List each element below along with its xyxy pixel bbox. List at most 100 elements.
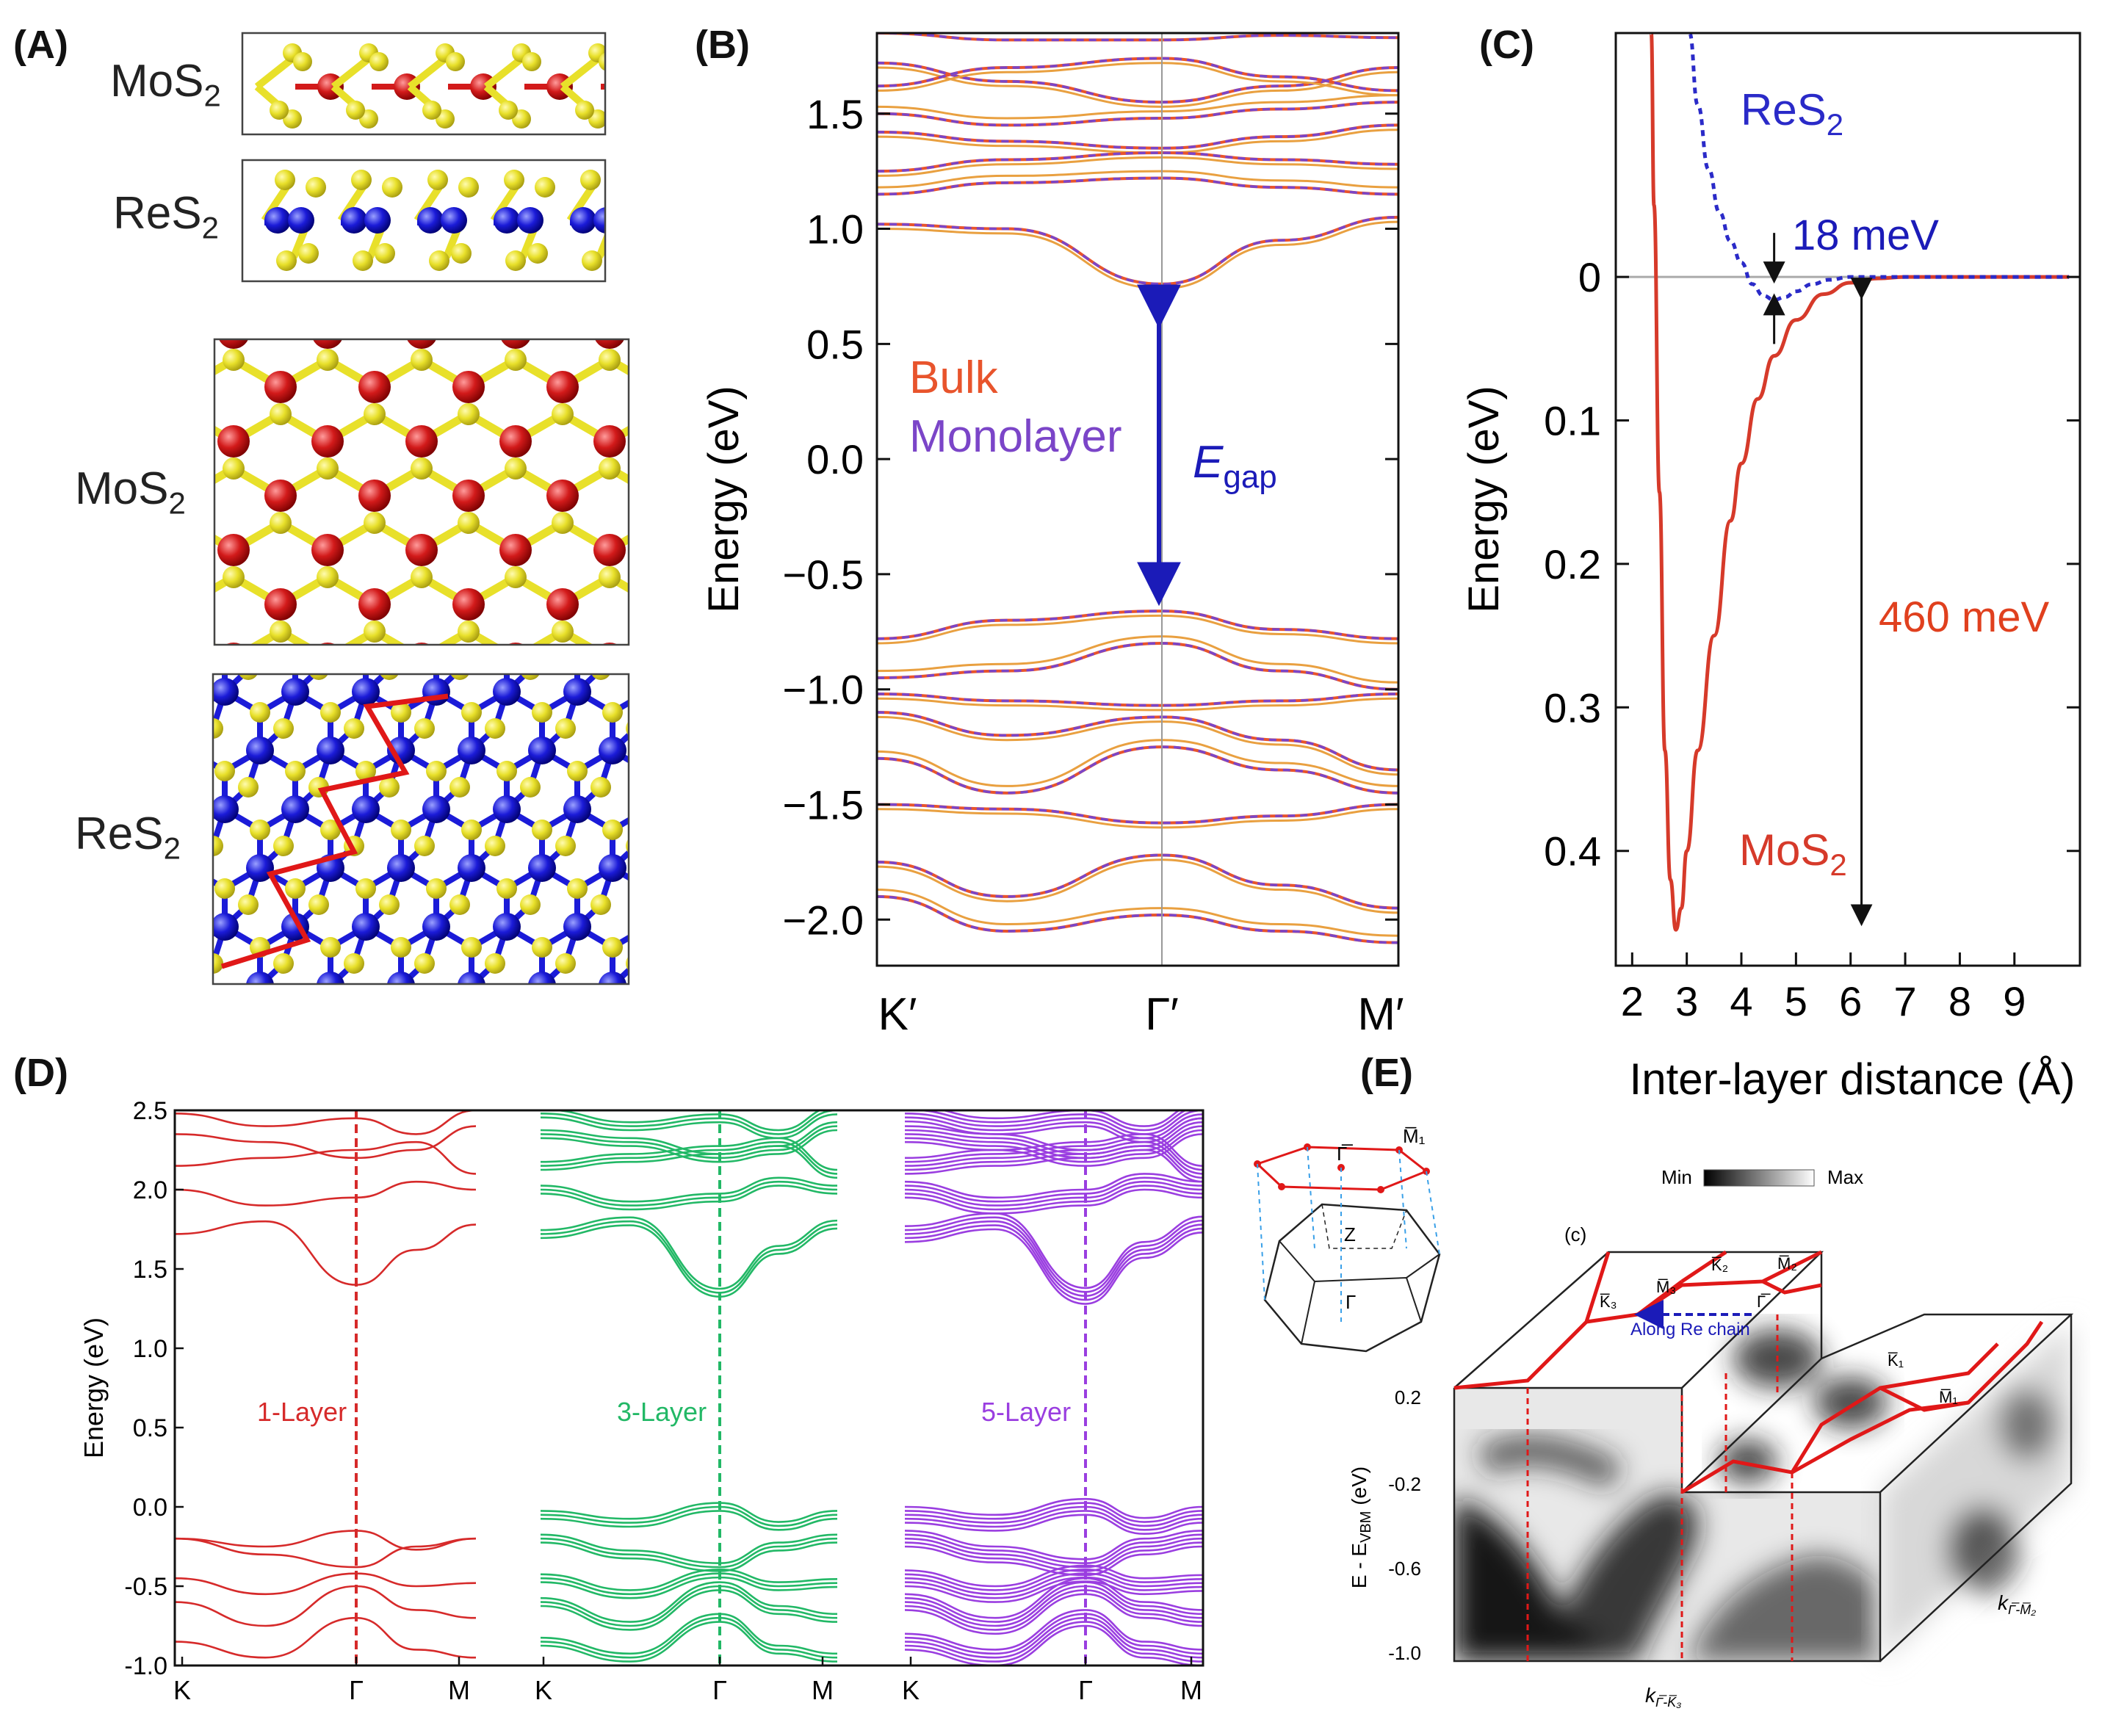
bz-m1-label: M̅₁ (1403, 1125, 1426, 1147)
bond (295, 1044, 331, 1065)
bulk-band-split-13 (877, 808, 1398, 829)
y-tick-label: 1.0 (133, 1335, 167, 1363)
s-atom (552, 621, 574, 643)
5-Layer-band-1 (904, 1188, 1203, 1215)
mos2-side-view (254, 43, 605, 129)
mo-atom (452, 371, 485, 403)
5-Layer-band-0 (904, 1228, 1203, 1305)
bond (754, 985, 789, 1006)
s-atom (567, 643, 588, 664)
mos2-side-frame (241, 32, 607, 136)
bond (401, 611, 425, 633)
bond (751, 469, 798, 496)
bond (560, 56, 601, 90)
kx-label: kΓ̅-K̅₃ (1645, 1684, 1681, 1710)
s-atom (637, 643, 658, 664)
5-Layer-band-8 (904, 1585, 1203, 1627)
s-atom (646, 294, 668, 317)
bond (354, 1044, 366, 1081)
projection-lines (1526, 1314, 1794, 1661)
mo-atom (507, 643, 524, 645)
s-atom (599, 52, 605, 71)
3-Layer-band-5 (540, 1502, 838, 1523)
panel-e: Z Γ M̅₁ Γ̅ Min Max (1254, 1125, 2074, 1710)
mo-atom (781, 751, 814, 784)
bond (189, 985, 225, 1006)
y-tick-label: 0.5 (806, 321, 864, 367)
s-atom (461, 1055, 482, 1075)
s-atom (532, 1055, 552, 1075)
s-atom (167, 659, 188, 680)
s-atom (637, 878, 658, 899)
mos2-side-label: MoS2 (110, 56, 221, 113)
k2-label: K̅₂ (1711, 1256, 1728, 1274)
re-atom (669, 619, 697, 647)
x-tick-label: K (902, 1675, 920, 1705)
bond (657, 632, 704, 659)
s-atom (520, 894, 541, 915)
re-atom (422, 795, 450, 823)
re-atom (740, 854, 767, 882)
ky-label: kΓ̅-M̅₂ (1998, 1591, 2036, 1617)
s-atom (355, 878, 376, 899)
5-Layer-band-8 (904, 1577, 1203, 1619)
bond (397, 983, 400, 984)
mo-atom (828, 371, 861, 403)
legend-monolayer: Monolayer (909, 411, 1121, 462)
mo-atom (687, 751, 720, 784)
s-atom (458, 621, 480, 643)
s-atom (732, 1012, 752, 1032)
3-Layer-band-9 (540, 1621, 838, 1663)
s-atom (602, 1055, 623, 1075)
re-atom (494, 207, 520, 234)
5-Layer-band-5 (904, 1497, 1203, 1519)
5-Layer-band-9 (904, 1621, 1203, 1663)
re-atom (528, 972, 556, 984)
5-Layer-band-8 (904, 1581, 1203, 1623)
bond (331, 611, 354, 633)
bond (401, 1044, 436, 1065)
bond (648, 692, 683, 712)
s-atom (532, 937, 552, 958)
mo-atom (546, 588, 579, 621)
s-atom (485, 601, 505, 621)
bond (187, 305, 234, 333)
bond (189, 1044, 225, 1065)
mo-atom (640, 697, 673, 729)
s-atom (696, 836, 717, 856)
re-atom (599, 854, 626, 882)
3-Layer-band-7 (540, 1572, 838, 1596)
5-Layer-band-6 (904, 1530, 1203, 1560)
s-atom (599, 566, 621, 588)
monolayer-band-14 (877, 853, 1398, 910)
bond (798, 740, 845, 767)
5-Layer-band-7 (904, 1569, 1203, 1591)
bond (671, 633, 683, 670)
y-ticks: 1.5 1.0 0.5 0.0 −0.5 −1.0 −1.5 −2.0 (782, 91, 1398, 943)
re-atom (213, 913, 239, 941)
bond (225, 1044, 260, 1065)
bond (248, 985, 260, 1022)
bond (234, 305, 281, 333)
re-atom (458, 854, 485, 882)
s-atom (214, 996, 235, 1016)
mo-atom (358, 588, 391, 621)
bond (613, 633, 648, 654)
s-atom (344, 1071, 364, 1091)
res2-side-view (261, 170, 605, 271)
y-tick-label: 0.3 (1544, 684, 1601, 731)
s-atom (522, 52, 541, 71)
bond (422, 305, 469, 333)
band-lines (877, 33, 1398, 944)
res2-side-frame (241, 159, 607, 283)
y-tick-label: 0.1 (1544, 398, 1601, 444)
s-atom (351, 170, 372, 190)
3-Layer-band-1 (540, 1185, 838, 1211)
bond (683, 1081, 707, 1103)
tick-m0-2: -0.2 (1388, 1473, 1421, 1495)
re-atom (740, 1089, 767, 1117)
bond (283, 1044, 295, 1081)
bond (601, 985, 613, 1022)
re-atom (704, 678, 732, 706)
re-atom (740, 619, 767, 647)
